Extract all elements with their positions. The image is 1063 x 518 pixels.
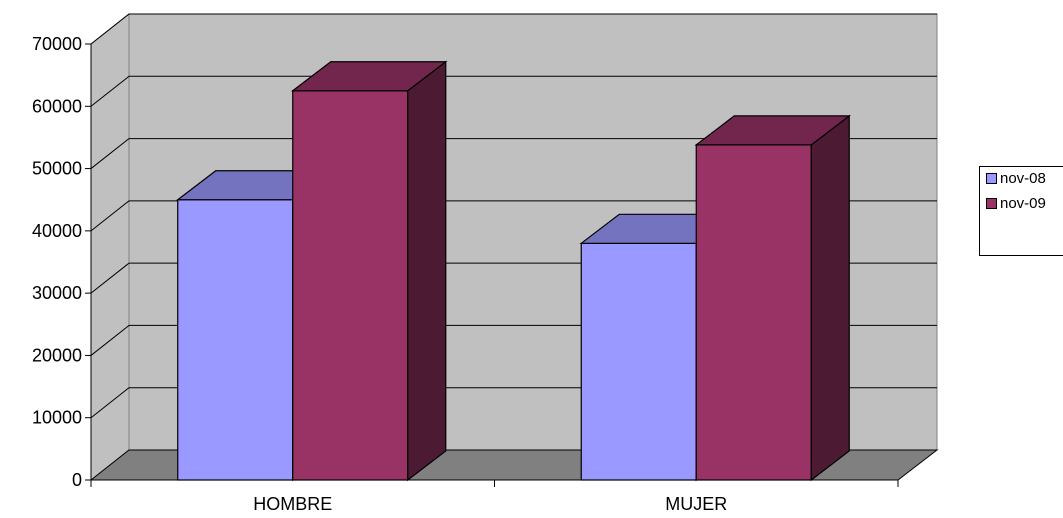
y-tick-label: 20000 [32, 345, 82, 365]
y-tick-label: 70000 [32, 34, 82, 54]
legend-item-nov-08: nov-08 [986, 170, 1046, 187]
y-tick-label: 60000 [32, 96, 82, 116]
y-tick-label: 10000 [32, 408, 82, 428]
legend-item-nov-09: nov-09 [986, 195, 1046, 212]
gridline [90, 75, 937, 107]
legend: nov-08 nov-09 [979, 166, 1063, 256]
bar-top [290, 61, 448, 92]
x-axis-tick-labels: HOMBRE MUJER [253, 494, 727, 514]
bar-side [407, 60, 447, 482]
bar-top [694, 115, 852, 146]
bar-side [810, 114, 850, 482]
x-tick-label: HOMBRE [253, 494, 332, 514]
bar-front [580, 242, 697, 481]
bars [175, 60, 852, 482]
x-tick-label: MUJER [665, 494, 727, 514]
gridline [90, 138, 937, 169]
bar-front [177, 199, 294, 481]
legend-label-nov-08: nov-08 [1000, 170, 1046, 187]
legend-swatch-nov-09 [986, 198, 997, 209]
bar-front [292, 90, 409, 481]
bar-nov-09-mujer [694, 114, 852, 482]
side-wall [90, 12, 130, 482]
bar-front [695, 144, 812, 481]
gridline [90, 13, 937, 45]
y-tick-label: 50000 [32, 159, 82, 179]
y-tick-label: 30000 [32, 283, 82, 303]
y-tick-label: 0 [72, 470, 82, 490]
legend-swatch-nov-08 [986, 173, 997, 184]
bar-nov-09-hombre [290, 60, 448, 482]
legend-label-nov-09: nov-09 [1000, 195, 1046, 212]
y-axis-tick-labels: 0 10000 20000 30000 40000 50000 60000 70000 [32, 34, 82, 490]
y-tick-label: 40000 [32, 221, 82, 241]
gridline [90, 200, 937, 232]
